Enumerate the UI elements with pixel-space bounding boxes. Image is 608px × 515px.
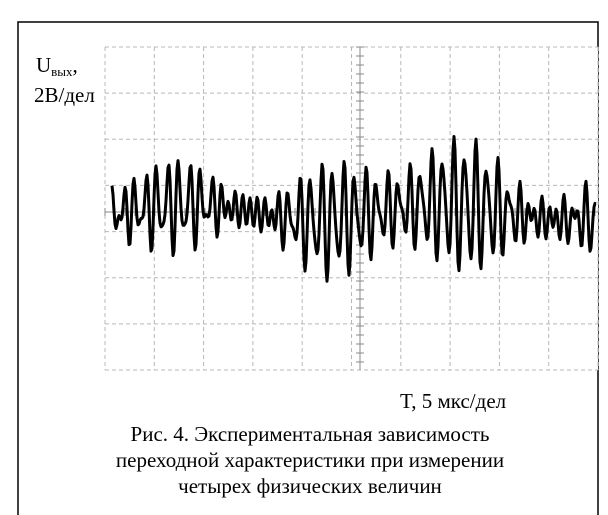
y-scale: 2В/дел: [34, 83, 95, 107]
y-label: Uвых,: [36, 53, 78, 79]
caption-line: Рис. 4. Экспериментальная зависимость: [131, 422, 490, 446]
caption-line: четырех физических величин: [178, 474, 442, 498]
x-label: T, 5 мкс/дел: [400, 389, 506, 413]
y-subscript: вых: [51, 64, 73, 79]
page: Uвых, 2В/дел T, 5 мкс/дел Рис. 4. Экспер…: [0, 0, 608, 515]
oscilloscope-screen: [105, 47, 598, 370]
y-symbol: U: [36, 53, 51, 77]
caption-line: переходной характеристики при измерении: [116, 448, 504, 472]
figure: Uвых, 2В/дел T, 5 мкс/дел Рис. 4. Экспер…: [0, 0, 608, 515]
y-suffix: ,: [73, 53, 78, 77]
